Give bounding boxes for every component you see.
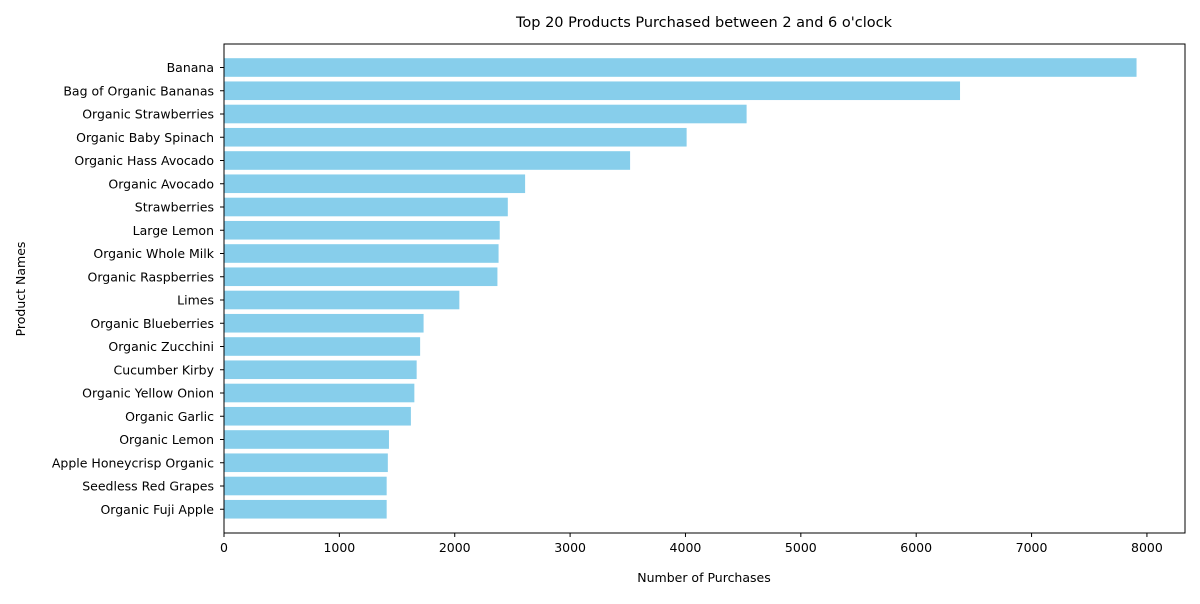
y-tick-label: Organic Baby Spinach xyxy=(76,130,214,145)
x-tick-layer: 0 1000 2000 3000 4000 5000 6000 7000 8000 xyxy=(220,533,1163,555)
y-tick-label: Organic Avocado xyxy=(108,176,214,191)
bar-large-lemon xyxy=(224,220,500,240)
bar-seedless-red-grapes xyxy=(224,476,387,496)
y-tick-label: Cucumber Kirby xyxy=(113,362,214,377)
y-tick-label: Organic Lemon xyxy=(119,432,214,447)
bar-organic-blueberries xyxy=(224,313,424,333)
bar-organic-strawberries xyxy=(224,104,747,124)
chart-title: Top 20 Products Purchased between 2 and … xyxy=(515,15,893,31)
x-tick-label: 5000 xyxy=(785,540,817,555)
bar-strawberries xyxy=(224,197,508,217)
bar-organic-baby-spinach xyxy=(224,127,687,147)
bar-banana xyxy=(224,58,1137,77)
bar-organic-garlic xyxy=(224,406,411,426)
y-tick-label: Organic Zucchini xyxy=(108,339,214,354)
x-tick-label: 0 xyxy=(220,540,228,555)
x-tick-label: 3000 xyxy=(554,540,586,555)
y-tick-label: Strawberries xyxy=(135,200,214,215)
y-tick-label: Apple Honeycrisp Organic xyxy=(52,455,214,470)
bar-organic-fuji-apple xyxy=(224,499,387,519)
bars-layer xyxy=(224,58,1137,519)
x-tick-label: 1000 xyxy=(323,540,355,555)
bar-apple-honeycrisp-organic xyxy=(224,453,388,473)
plot-area-frame xyxy=(223,43,1186,534)
bar-limes xyxy=(224,290,460,310)
y-tick-label: Organic Strawberries xyxy=(82,107,214,122)
y-axis-label: Product Names xyxy=(13,242,28,337)
bar-bag-of-organic-bananas xyxy=(224,81,961,101)
x-tick-label: 7000 xyxy=(1016,540,1048,555)
y-tick-label: Large Lemon xyxy=(133,223,214,238)
y-tick-label: Bag of Organic Bananas xyxy=(63,83,214,98)
y-tick-label: Organic Blueberries xyxy=(90,316,214,331)
x-tick-label: 6000 xyxy=(900,540,932,555)
bar-organic-raspberries xyxy=(224,267,498,287)
x-tick-label: 2000 xyxy=(439,540,471,555)
bar-organic-avocado xyxy=(224,174,526,194)
y-tick-label: Organic Yellow Onion xyxy=(82,386,214,401)
bar-organic-zucchini xyxy=(224,337,421,356)
y-tick-label: Organic Raspberries xyxy=(88,269,214,284)
bar-cucumber-kirby xyxy=(224,360,417,380)
y-tick-label: Organic Hass Avocado xyxy=(74,153,214,168)
y-tick-label: Organic Whole Milk xyxy=(93,246,214,261)
bar-organic-whole-milk xyxy=(224,244,499,263)
y-tick-label: Banana xyxy=(167,60,214,75)
y-tick-label: Limes xyxy=(177,293,214,308)
y-tick-layer: Banana Bag of Organic Bananas Organic Stra… xyxy=(52,60,224,517)
bar-organic-lemon xyxy=(224,430,389,449)
bar-organic-hass-avocado xyxy=(224,151,631,170)
x-tick-label: 4000 xyxy=(670,540,702,555)
x-axis-label: Number of Purchases xyxy=(637,570,770,585)
y-tick-label: Organic Fuji Apple xyxy=(100,502,214,517)
x-tick-label: 8000 xyxy=(1131,540,1163,555)
y-tick-label: Organic Garlic xyxy=(125,409,214,424)
bar-organic-yellow-onion xyxy=(224,383,415,403)
y-tick-label: Seedless Red Grapes xyxy=(82,479,214,494)
